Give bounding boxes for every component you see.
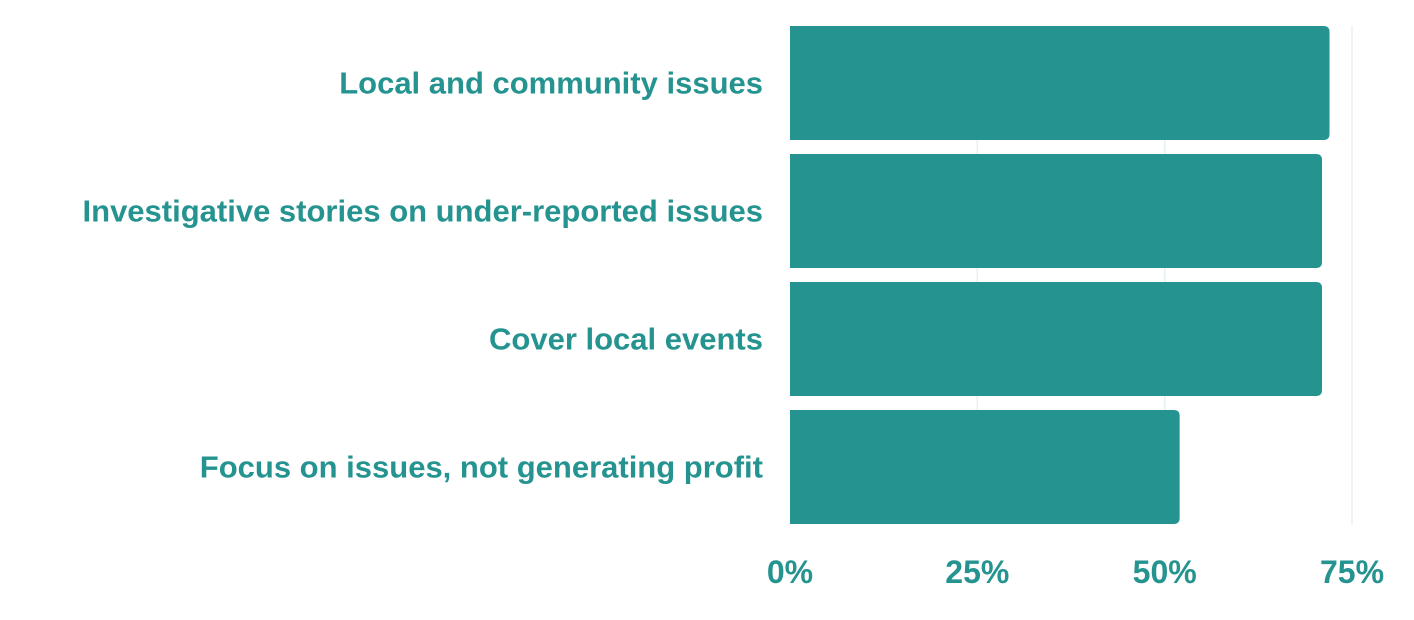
category-labels: Local and community issues Investigative … (83, 66, 763, 485)
category-label: Investigative stories on under-reported … (83, 194, 763, 229)
bar (790, 154, 1323, 268)
x-tick-label: 50% (1133, 554, 1197, 590)
category-label: Cover local events (489, 322, 763, 357)
x-axis-ticks: 0% 25% 50% 75% (767, 554, 1384, 590)
category-label: Local and community issues (339, 66, 763, 101)
bar (790, 410, 1180, 524)
bar (790, 282, 1323, 396)
x-tick-label: 25% (945, 554, 1009, 590)
bar (790, 26, 1330, 140)
bars (790, 26, 1330, 524)
x-tick-label: 75% (1320, 554, 1384, 590)
x-tick-label: 0% (767, 554, 813, 590)
category-label: Focus on issues, not generating profit (200, 450, 763, 485)
